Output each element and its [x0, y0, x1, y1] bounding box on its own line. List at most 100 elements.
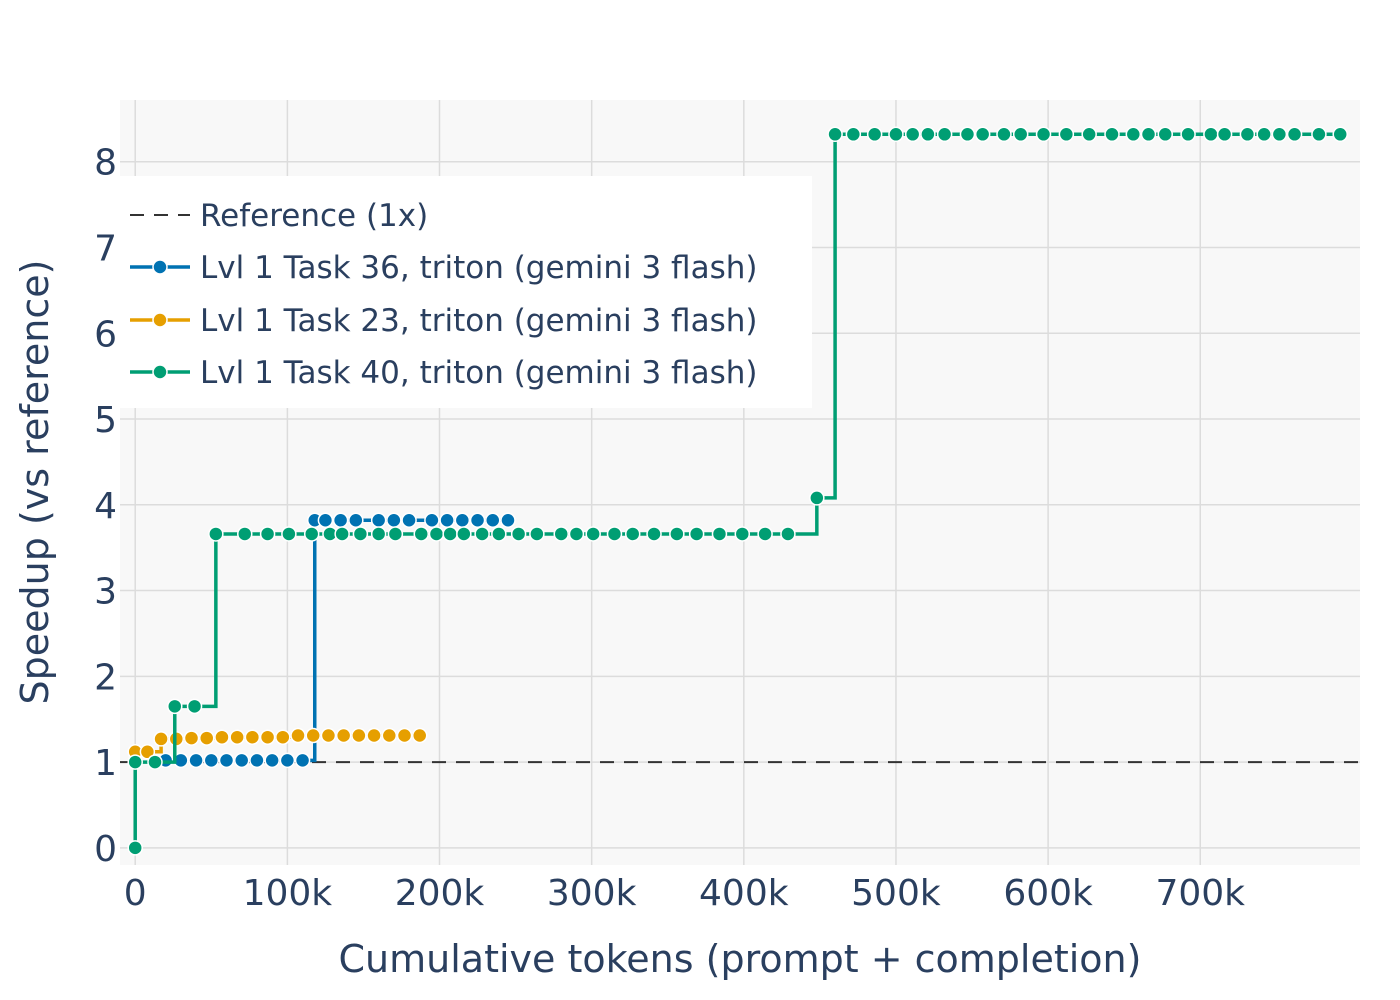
data-point[interactable] [153, 731, 169, 747]
data-point[interactable] [1058, 126, 1075, 143]
data-point[interactable] [352, 526, 369, 542]
data-point[interactable] [1012, 126, 1029, 143]
data-point[interactable] [568, 526, 585, 542]
data-point[interactable] [606, 526, 623, 542]
data-point[interactable] [332, 512, 349, 528]
data-point[interactable] [279, 752, 296, 769]
data-point[interactable] [529, 526, 545, 542]
data-point[interactable] [1239, 126, 1256, 143]
data-point[interactable] [456, 526, 472, 542]
data-point[interactable] [827, 126, 843, 143]
data-point[interactable] [553, 526, 569, 542]
data-point[interactable] [1256, 126, 1272, 143]
legend-item-series-2[interactable]: Lvl 1 Task 40, triton (gemini 3 flash) [130, 355, 757, 391]
data-point[interactable] [904, 126, 921, 143]
data-point[interactable] [428, 526, 445, 542]
data-point[interactable] [348, 512, 364, 528]
data-point[interactable] [780, 526, 796, 542]
legend-item-reference[interactable]: Reference (1x) [130, 198, 428, 234]
data-point[interactable] [1311, 126, 1327, 143]
data-point[interactable] [233, 752, 250, 769]
data-point[interactable] [413, 526, 430, 542]
data-point[interactable] [147, 754, 163, 770]
data-point[interactable] [1104, 126, 1120, 143]
data-point[interactable] [281, 526, 297, 542]
data-point[interactable] [335, 727, 352, 744]
data-point[interactable] [401, 512, 417, 528]
data-point[interactable] [317, 512, 334, 528]
data-point[interactable] [1035, 126, 1052, 143]
data-point[interactable] [275, 729, 291, 745]
data-point[interactable] [290, 727, 306, 744]
data-point[interactable] [320, 727, 337, 744]
data-point[interactable] [585, 526, 601, 542]
data-point[interactable] [1332, 126, 1348, 143]
data-point[interactable] [294, 752, 311, 769]
data-point[interactable] [264, 752, 280, 769]
data-point[interactable] [411, 727, 428, 744]
data-point[interactable] [757, 526, 773, 542]
data-point[interactable] [229, 729, 245, 745]
data-point[interactable] [1203, 126, 1219, 143]
data-point[interactable] [387, 526, 404, 542]
data-point[interactable] [624, 526, 641, 542]
data-point[interactable] [936, 126, 953, 143]
data-point[interactable] [167, 698, 183, 715]
data-point[interactable] [188, 752, 204, 769]
data-point[interactable] [646, 526, 662, 542]
data-point[interactable] [186, 698, 203, 715]
data-point[interactable] [237, 526, 253, 542]
legend-item-series-0[interactable]: Lvl 1 Task 36, triton (gemini 3 flash) [130, 250, 757, 286]
data-point[interactable] [198, 730, 215, 746]
data-point[interactable] [1081, 126, 1097, 143]
data-point[interactable] [334, 526, 350, 542]
data-point[interactable] [303, 526, 320, 542]
data-point[interactable] [1125, 126, 1142, 143]
data-point[interactable] [920, 126, 936, 143]
data-point[interactable] [974, 126, 991, 143]
data-point[interactable] [500, 512, 516, 528]
data-point[interactable] [386, 512, 402, 528]
data-point[interactable] [809, 490, 825, 506]
data-point[interactable] [845, 126, 862, 143]
data-point[interactable] [208, 526, 224, 542]
data-point[interactable] [996, 126, 1012, 143]
data-point[interactable] [366, 727, 382, 744]
data-point[interactable] [1286, 126, 1303, 143]
data-point[interactable] [688, 526, 705, 542]
data-point[interactable] [959, 126, 976, 143]
data-point[interactable] [203, 752, 220, 769]
data-point[interactable] [424, 512, 440, 528]
data-point[interactable] [127, 840, 143, 856]
data-point[interactable] [370, 526, 387, 542]
data-point[interactable] [305, 727, 321, 744]
data-point[interactable] [218, 752, 235, 769]
data-point[interactable] [734, 526, 751, 542]
data-point[interactable] [244, 729, 261, 745]
data-point[interactable] [370, 512, 387, 528]
data-point[interactable] [442, 526, 458, 542]
data-point[interactable] [1216, 126, 1233, 143]
data-point[interactable] [485, 512, 501, 528]
data-point[interactable] [351, 727, 367, 744]
data-point[interactable] [183, 730, 200, 746]
data-point[interactable] [396, 727, 413, 744]
data-point[interactable] [139, 744, 156, 760]
data-point[interactable] [866, 126, 883, 143]
data-point[interactable] [669, 526, 685, 542]
data-point[interactable] [214, 729, 230, 745]
data-point[interactable] [1180, 126, 1196, 143]
legend[interactable]: Reference (1x) Lvl 1 Task 36, triton (gem… [120, 176, 812, 408]
data-point[interactable] [259, 526, 276, 542]
data-point[interactable] [491, 526, 507, 542]
data-point[interactable] [888, 126, 904, 143]
legend-item-series-1[interactable]: Lvl 1 Task 23, triton (gemini 3 flash) [130, 303, 757, 339]
data-point[interactable] [469, 512, 486, 528]
data-point[interactable] [1271, 126, 1288, 143]
data-point[interactable] [127, 754, 143, 770]
data-point[interactable] [439, 512, 455, 528]
data-point[interactable] [1140, 126, 1157, 143]
data-point[interactable] [510, 526, 527, 542]
data-point[interactable] [454, 512, 471, 528]
data-point[interactable] [474, 526, 490, 542]
